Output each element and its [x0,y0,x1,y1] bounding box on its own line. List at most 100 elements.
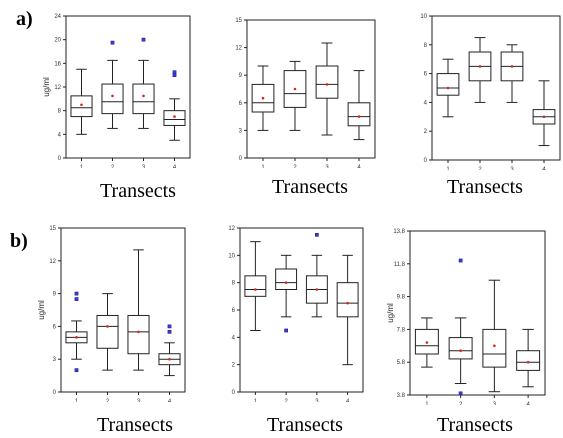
x-tick-label: 2 [478,167,482,170]
y-tick-label: 4 [232,335,236,341]
box [315,65,339,99]
y-tick-label: 20 [54,38,61,44]
x-tick-label: 3 [137,399,141,402]
x-axis-label-b1: Transects [97,414,173,436]
box [275,268,298,290]
mean-marker [425,341,429,344]
y-tick-label: 8 [424,43,428,49]
panel-label-b: b) [10,230,28,252]
x-tick-label: 2 [106,399,110,402]
x-tick-label: 4 [526,402,530,405]
box [516,350,541,371]
mean-marker [75,336,78,339]
x-axis-label-a3: Transects [447,176,523,198]
box [127,314,150,355]
box [163,110,186,126]
mean-marker [80,103,83,107]
mean-marker [137,330,140,334]
mean-marker [284,281,288,284]
box [132,83,155,115]
plot-frame [65,15,191,159]
box [336,282,359,318]
y-tick-label: 6 [424,72,428,78]
x-tick-label: 4 [168,399,172,402]
y-tick-label: 3 [53,357,57,363]
y-tick-label: 0 [53,390,57,396]
y-tick-label: 6 [232,308,236,314]
x-axis-label-a2: Transects [272,176,348,198]
mean-marker [510,65,514,68]
y-tick-label: 0 [232,390,236,396]
x-tick-label: 2 [459,402,463,405]
outlier-point [74,291,79,296]
mean-marker [106,325,109,328]
y-tick-label: 12 [54,85,61,91]
x-tick-label: 2 [111,165,115,168]
mean-marker [325,83,329,86]
x-tick-label: 1 [261,165,265,168]
y-tick-label: 12 [228,226,235,232]
mean-marker [346,301,349,305]
y-tick-label: 7.8 [397,327,406,333]
y-tick-label: 9 [239,73,243,79]
y-tick-label: 11.8 [394,262,406,268]
x-tick-label: 2 [293,165,297,168]
x-tick-label: 3 [510,167,514,170]
y-tick-label: 4 [424,100,428,106]
plot-frame [409,230,546,396]
plot-frame [246,19,376,159]
outlier-point [167,330,172,334]
box [482,328,507,368]
outlier-point [458,391,463,396]
y-tick-label: 3 [239,128,243,134]
mean-marker [261,96,265,100]
mean-marker [111,94,114,98]
outlier-point [172,70,177,75]
outlier-point [458,258,463,263]
mean-marker [293,87,297,91]
y-tick-label: 9.8 [397,295,406,301]
y-axis-label: ug/ml [42,77,51,97]
mean-marker [168,357,171,361]
mean-marker [254,288,257,291]
box [101,83,124,115]
y-tick-label: 0 [239,156,243,162]
y-tick-label: 5.8 [397,360,406,366]
mean-marker [542,115,546,119]
x-tick-label: 3 [142,165,146,168]
mean-marker [459,349,462,353]
x-tick-label: 1 [75,399,79,402]
outlier-point [110,40,115,45]
mean-marker [315,288,319,291]
y-tick-label: 0 [424,158,428,164]
y-tick-label: 0 [58,156,62,162]
mean-marker [526,360,530,364]
y-tick-label: 9 [53,292,57,298]
x-tick-label: 3 [315,399,319,402]
mean-marker [142,94,145,98]
x-axis-label-b2: Transects [267,414,343,436]
boxplot-b3: 3.8 5.8 7.8 9.8 11.8 13.8 ug/ml 1 2 3 4 [386,229,546,405]
box [70,95,93,118]
y-tick-label: 2 [424,129,428,135]
box [244,275,267,297]
y-tick-label: 13.8 [393,229,405,235]
mean-marker [357,115,361,118]
x-tick-label: 4 [346,399,350,402]
y-tick-label: 4 [58,132,62,138]
x-tick-label: 4 [173,165,177,168]
y-tick-label: 24 [54,14,61,20]
x-tick-label: 4 [542,167,546,170]
y-tick-label: 3.8 [397,393,406,399]
y-tick-label: 8 [58,109,62,115]
x-axis-label-b3: Transects [437,414,513,436]
outlier-point [74,368,79,372]
mean-marker [493,344,496,348]
outlier-point [141,37,146,42]
x-tick-label: 3 [325,165,329,168]
x-tick-label: 1 [446,167,450,170]
